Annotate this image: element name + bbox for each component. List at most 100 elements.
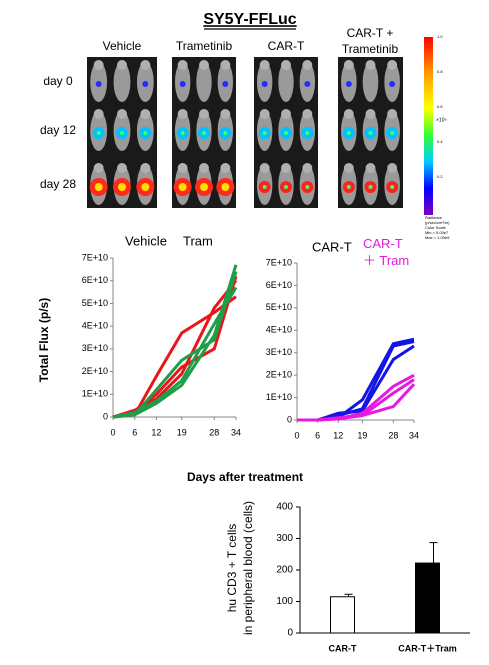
bar — [330, 596, 355, 634]
mouse-head — [117, 109, 127, 119]
signal-core — [305, 185, 310, 189]
signal — [179, 81, 186, 87]
mouse — [113, 62, 131, 102]
mouse-head — [220, 60, 231, 70]
signal-core — [368, 131, 373, 135]
series-line — [297, 383, 416, 422]
x-tick-label: 6 — [132, 427, 137, 437]
colorbar — [424, 37, 433, 215]
y-tick-label: 3E+10 — [266, 347, 292, 357]
y-tick-label: 0 — [103, 411, 108, 421]
colorbar-legend: (p/sec/cm²/sr) — [425, 220, 450, 225]
colorbar-tick: 0.4 — [437, 139, 443, 144]
colorbar-legend: Max = 1.00e9 — [425, 235, 450, 240]
x-tick-label: 0 — [294, 430, 299, 440]
column-label: Vehicle — [103, 39, 142, 53]
signal — [345, 81, 352, 87]
x-tick-label: 6 — [315, 430, 320, 440]
signal — [222, 81, 229, 87]
signal-core — [390, 131, 395, 135]
legend-entry: CAR-T＋ Tram — [363, 236, 410, 268]
y-tick-label: 2E+10 — [266, 370, 292, 380]
y-tick-label: 200 — [276, 565, 293, 576]
y-tick-label: 5E+10 — [266, 302, 292, 312]
mouse-head — [220, 163, 231, 173]
y-tick-label: 2E+10 — [82, 366, 108, 376]
figure-title: SY5Y-FFLuc — [203, 11, 296, 28]
row-label: day 28 — [40, 177, 76, 191]
x-tick-label: CAR-T — [329, 643, 357, 653]
y-tick-label: 300 — [276, 533, 293, 544]
mouse — [196, 62, 212, 102]
mouse-head — [365, 60, 376, 70]
y-axis-label: hu CD3 + T cells — [225, 524, 239, 613]
mouse-head — [302, 109, 313, 119]
mouse-head — [281, 109, 291, 119]
y-tick-label: 6E+10 — [266, 280, 292, 290]
legend-entry-box: CAR-T＋ Tram — [363, 236, 410, 268]
column-label: CAR-T — [268, 39, 305, 53]
signal — [261, 81, 268, 87]
mouse-head — [343, 60, 354, 70]
row-label: day 0 — [43, 74, 73, 88]
mouse-head — [387, 109, 398, 119]
series-line — [297, 340, 415, 422]
mouse-head — [220, 109, 231, 119]
row-label: day 12 — [40, 123, 76, 137]
colorbar-tick: 0.2 — [437, 174, 443, 179]
mouse-head — [302, 163, 313, 173]
y-axis-label: in peripheral blood (cells) — [241, 501, 255, 635]
mouse-head — [387, 163, 398, 173]
y-tick-label: 0 — [287, 628, 293, 639]
mouse-head — [343, 109, 354, 119]
mouse-head — [259, 60, 270, 70]
y-tick-label: 4E+10 — [82, 321, 108, 331]
x-tick-label: 19 — [177, 427, 187, 437]
legend-entry: Tram — [183, 233, 213, 248]
series-line — [112, 295, 237, 419]
mouse-head — [281, 60, 291, 70]
x-tick-label: CAR-T＋Tram — [398, 643, 457, 653]
mouse-head — [117, 163, 127, 173]
x-axis-label: Days after treatment — [187, 470, 303, 484]
x-tick-label: 28 — [209, 427, 219, 437]
mouse-head — [199, 109, 209, 119]
series-line — [112, 279, 238, 419]
y-tick-label: 3E+10 — [82, 343, 108, 353]
signal-core — [346, 131, 351, 135]
colorbar-legend: Min = 5.00e7 — [425, 230, 449, 235]
x-tick-label: 34 — [231, 427, 241, 437]
signal-core — [262, 185, 267, 189]
mouse-head — [177, 109, 188, 119]
mouse-head — [365, 163, 376, 173]
x-tick-label: 28 — [388, 430, 398, 440]
column-label: Trametinib — [342, 42, 399, 56]
y-tick-label: 4E+10 — [266, 325, 292, 335]
x-tick-label: 0 — [110, 427, 115, 437]
bar — [415, 562, 440, 634]
y-tick-label: 0 — [287, 414, 292, 424]
x-tick-label: 34 — [409, 430, 419, 440]
signal-core — [180, 131, 185, 135]
signal-core — [118, 183, 126, 191]
series-line — [297, 373, 415, 422]
y-tick-label: 7E+10 — [82, 252, 108, 262]
signal — [95, 81, 102, 87]
x-tick-label: 12 — [151, 427, 161, 437]
signal-core — [262, 131, 267, 135]
mouse-head — [93, 163, 104, 173]
mouse-head — [177, 163, 188, 173]
signal-core — [120, 131, 124, 135]
mouse-head — [199, 163, 209, 173]
mouse-head — [302, 60, 313, 70]
signal-core — [368, 185, 373, 189]
mouse-head — [387, 60, 398, 70]
colorbar-tick: 0.6 — [437, 104, 443, 109]
y-axis-label: Total Flux (p/s) — [37, 298, 51, 382]
signal-core — [346, 185, 351, 189]
signal — [389, 81, 396, 87]
signal-core — [178, 183, 187, 191]
series-line — [112, 271, 238, 419]
mouse — [278, 62, 294, 102]
